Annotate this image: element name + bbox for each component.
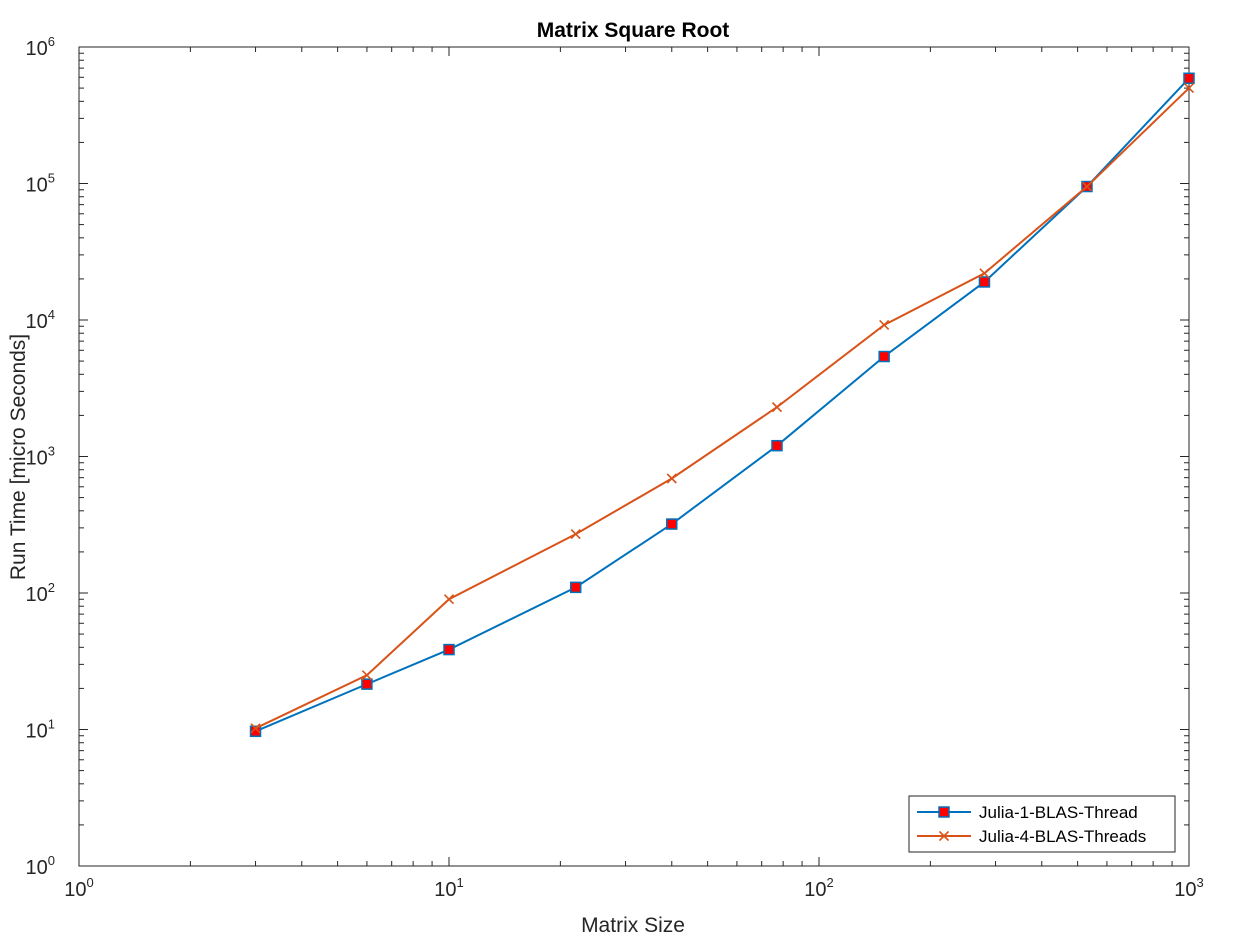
plot-frame — [78, 46, 1190, 867]
x-marker — [666, 473, 677, 484]
square-marker — [666, 518, 678, 530]
y-axis-label: Run Time [micro Seconds] — [7, 334, 30, 580]
x-marker-stroke — [771, 402, 783, 413]
x-marker — [250, 723, 261, 734]
x-marker-stroke — [1183, 83, 1195, 94]
x-marker-stroke — [1081, 181, 1093, 192]
square-marker — [938, 806, 950, 818]
x-marker-stroke — [938, 830, 950, 842]
legend-item: Julia-1-BLAS-Thread — [917, 803, 1138, 822]
square-marker — [443, 643, 455, 656]
x-marker — [979, 268, 990, 279]
square-marker — [978, 276, 991, 288]
square-marker — [1183, 72, 1195, 85]
x-marker-stroke — [666, 473, 677, 484]
x-marker — [1081, 181, 1093, 192]
square-marker — [878, 350, 890, 363]
series-2 — [250, 83, 1195, 734]
chart-title: Matrix Square Root — [537, 19, 730, 42]
x-marker — [570, 529, 581, 540]
square-marker — [771, 439, 783, 452]
series-line — [255, 87, 1190, 730]
x-marker — [938, 830, 950, 842]
x-marker — [771, 402, 783, 413]
legend-item: Julia-4-BLAS-Threads — [917, 827, 1146, 846]
legend-box — [908, 795, 1176, 853]
labels-layer: Matrix Square Root Matrix Size Run Time … — [7, 19, 729, 937]
series-1 — [249, 72, 1195, 738]
series-line — [255, 77, 1190, 733]
square-marker — [361, 678, 373, 690]
x-marker-stroke — [570, 529, 581, 540]
legend-label: Julia-1-BLAS-Thread — [979, 803, 1138, 822]
square-marker — [249, 725, 262, 738]
x-marker-stroke — [250, 723, 261, 734]
x-marker — [879, 319, 890, 331]
x-marker-stroke — [979, 268, 990, 279]
legend-label: Julia-4-BLAS-Threads — [979, 827, 1146, 846]
square-marker — [569, 581, 582, 594]
legend: Julia-1-BLAS-Thread Julia-4-BLAS-Threads — [908, 795, 1176, 853]
x-marker — [361, 670, 372, 681]
plot-area — [78, 46, 1190, 867]
x-marker-stroke — [443, 594, 455, 605]
series-layer — [249, 72, 1195, 738]
x-axis-label: Matrix Size — [581, 914, 685, 937]
x-marker-stroke — [879, 319, 890, 331]
x-marker-stroke — [361, 670, 372, 681]
x-marker — [443, 594, 455, 605]
x-marker — [1183, 83, 1195, 94]
